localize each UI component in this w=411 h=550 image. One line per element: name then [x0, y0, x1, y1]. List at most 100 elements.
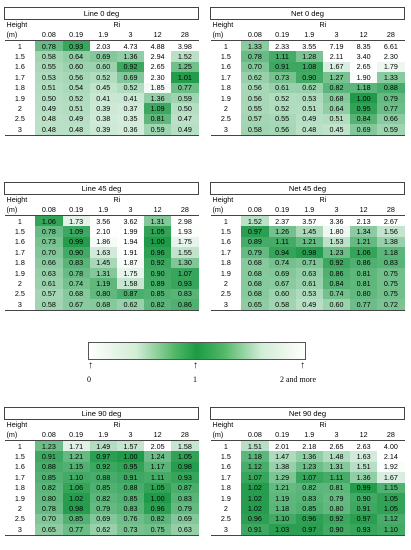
value-cell: 1.31	[322, 461, 351, 473]
value-cell: 1.02	[62, 492, 90, 504]
value-cell: 1.12	[377, 513, 405, 525]
row-height: 1.8	[14, 258, 25, 268]
value-cell: 0.75	[377, 288, 405, 300]
column-header: 0.19	[62, 30, 90, 41]
row-height: 1.6	[220, 62, 231, 72]
table-row: 1 1.51 2.01 2.18 2.65 2.63 4.00	[211, 440, 405, 452]
value-cell: 1.34	[350, 226, 378, 237]
value-cell: 1.02	[241, 492, 269, 504]
value-cell: 0.86	[322, 267, 351, 279]
value-cell: 2.63	[350, 440, 378, 452]
value-cell: 0.69	[350, 124, 378, 136]
value-cell: 1.80	[322, 226, 351, 237]
height-unit: (m)	[210, 430, 242, 441]
value-cell: 3.56	[89, 215, 117, 227]
value-cell: 0.92	[144, 257, 172, 268]
row-height: 1	[223, 441, 228, 451]
table-row: 1.5 0.58 0.64 0.69 1.36 2.94 1.52	[5, 51, 199, 62]
value-cell: 2.67	[377, 215, 405, 227]
value-cell: 0.54	[62, 82, 90, 93]
row-height: 1.8	[220, 258, 231, 268]
table-row: 1.5 0.78 1.09 2.10 1.99 1.05 1.93	[5, 226, 199, 237]
value-cell: 1.36	[116, 51, 145, 62]
value-cell: 1.05	[144, 482, 172, 493]
value-cell: 0.73	[116, 524, 145, 536]
row-height: 1.9	[14, 93, 25, 103]
value-cell: 0.93	[171, 472, 199, 483]
value-cell: 3.57	[295, 215, 323, 227]
height-label: Height	[6, 20, 28, 30]
value-cell: 0.86	[171, 299, 199, 311]
table-row: 3 0.65 0.77 0.62 0.73 0.75 0.63	[4, 524, 199, 536]
table-row: 2.5 0.68 0.60 0.53 0.74 0.80 0.75	[211, 288, 405, 300]
value-cell: 1.07	[241, 472, 269, 483]
value-cell: 1.01	[171, 72, 199, 83]
column-header: 3	[116, 30, 145, 41]
value-cell: 0.78	[62, 267, 90, 279]
value-cell: 1.45	[89, 257, 117, 268]
value-cell: 1.06	[62, 482, 90, 493]
value-cell: 1.19	[268, 492, 296, 504]
value-cell: 0.70	[241, 61, 269, 73]
value-cell: 0.82	[144, 299, 172, 311]
value-cell: 0.93	[62, 40, 90, 52]
value-cell: 0.80	[35, 492, 63, 504]
value-cell: 0.92	[322, 257, 351, 268]
value-cell: 3.36	[322, 215, 351, 227]
row-height: 1	[223, 41, 228, 51]
table-row: 1.8 0.56 0.61 0.62 0.82 1.18 0.88	[211, 82, 405, 93]
table-row: 1.5 0.78 1.11 1.28 2.11 3.40 2.30	[211, 51, 405, 62]
table-row: 2.5 0.70 0.85 0.69 0.76 0.82 0.69	[5, 513, 199, 525]
value-cell: 1.25	[171, 61, 199, 73]
value-cell: 0.78	[35, 40, 63, 52]
row-height: 1.8	[220, 483, 231, 493]
value-cell: 0.88	[377, 82, 405, 93]
value-cell: 1.86	[89, 236, 117, 248]
value-cell: 0.61	[268, 82, 296, 93]
value-cell: 1.11	[268, 51, 296, 62]
value-cell: 0.53	[295, 92, 323, 104]
row-height: 1.8	[14, 483, 25, 493]
column-header: 0.19	[268, 205, 296, 216]
column-header: 28	[171, 205, 199, 216]
value-cell: 0.51	[295, 103, 323, 114]
value-cell: 0.89	[241, 236, 269, 248]
value-cell: 2.30	[377, 51, 405, 62]
value-cell: 0.80	[322, 503, 351, 514]
value-cell: 1.02	[241, 503, 269, 514]
value-cell: 0.81	[350, 278, 378, 289]
value-cell: 2.37	[268, 215, 296, 227]
value-cell: 1.45	[295, 226, 323, 237]
value-cell: 1.47	[268, 451, 296, 462]
row-height: 2.5	[220, 289, 231, 299]
value-cell: 0.39	[89, 103, 117, 114]
value-cell: 1.93	[171, 226, 199, 237]
table-row: 1.7 0.79 0.94 0.98 1.23 1.06 1.18	[211, 247, 405, 258]
value-cell: 1.27	[322, 72, 351, 83]
ri-label: Ri	[319, 420, 327, 430]
value-cell: 0.81	[350, 267, 378, 279]
column-header: 0.08	[35, 430, 63, 441]
value-cell: 0.99	[350, 482, 378, 493]
value-cell: 0.49	[35, 103, 63, 114]
value-cell: 0.53	[35, 72, 63, 83]
table-row: 1.9 0.63 0.78 1.31 1.75 0.90 1.07	[5, 267, 199, 279]
value-cell: 0.59	[144, 124, 172, 136]
value-cell: 7.19	[322, 40, 351, 52]
value-cell: 0.90	[322, 524, 351, 536]
table-row: 1.5 0.97 1.26 1.45 1.80 1.34 1.56	[211, 226, 405, 237]
row-height: 1.9	[220, 93, 231, 103]
table-row: 1.7 0.85 1.10 0.88 0.91 1.11 0.93	[5, 472, 199, 483]
row-height: 2.5	[14, 514, 25, 524]
value-cell: 0.96	[295, 513, 323, 525]
value-cell: 1.00	[350, 92, 378, 104]
value-cell: 1.85	[144, 82, 172, 93]
column-header: 1.9	[89, 430, 117, 441]
row-height: 1	[17, 216, 22, 226]
ri-label: Ri	[113, 20, 121, 30]
table-row: 1.8 1.02 1.21 0.82 0.81 0.99 1.15	[211, 482, 405, 493]
value-cell: 3.62	[116, 215, 145, 227]
row-height: 1.8	[14, 83, 25, 93]
value-cell: 0.72	[377, 299, 405, 311]
value-cell: 1.18	[350, 82, 378, 93]
